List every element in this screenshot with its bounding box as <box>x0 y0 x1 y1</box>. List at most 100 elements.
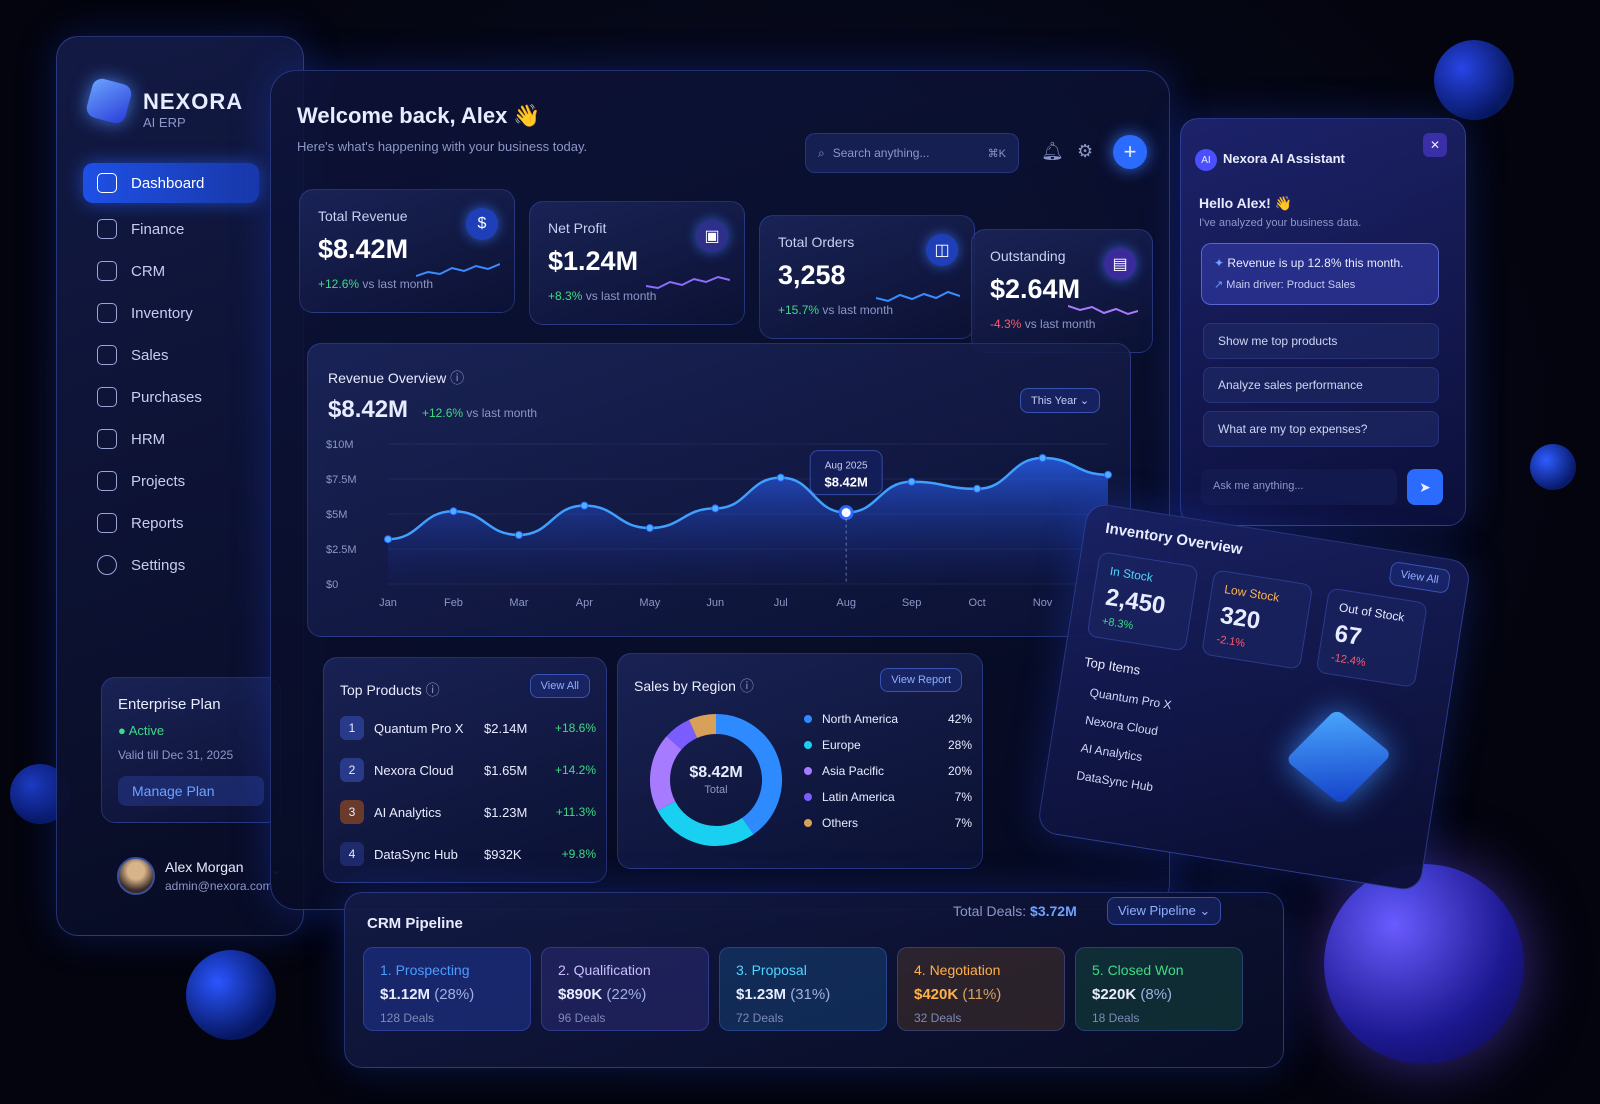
close-icon[interactable]: ✕ <box>1423 133 1447 157</box>
kpi-card-total-revenue[interactable]: Total Revenue $8.42M +12.6% vs last mont… <box>299 189 515 313</box>
period-select[interactable]: This Year ⌄ <box>1020 388 1101 413</box>
data-point[interactable] <box>384 535 392 544</box>
revenue-change: +12.6% vs last month <box>422 406 538 420</box>
plan-valid: Valid till Dec 31, 2025 <box>118 748 234 762</box>
area-fill <box>388 458 1108 584</box>
region-legend-item: Latin America 7% <box>804 790 972 804</box>
donut-slice[interactable] <box>715 714 782 835</box>
donut-slice[interactable] <box>650 736 682 811</box>
plan-status: ● Active <box>118 723 165 738</box>
data-point[interactable] <box>645 524 654 532</box>
x-tick-label: Jan <box>379 597 397 609</box>
data-point[interactable] <box>776 473 785 482</box>
nav-item-projects[interactable]: Projects <box>83 461 259 501</box>
product-row[interactable]: 2 Nexora Cloud $1.65M +14.2% <box>340 752 596 788</box>
inventory-overview-panel: Inventory Overview View All In Stock 2,45… <box>1036 501 1472 893</box>
gear-icon[interactable]: ⚙ <box>1077 141 1094 161</box>
manage-plan-button[interactable]: Manage Plan <box>118 776 264 806</box>
region-title: Sales by Region ⓘ <box>634 678 754 694</box>
search-input[interactable]: ⌕ Search anything... ⌘K <box>805 133 1019 173</box>
data-point[interactable] <box>1038 454 1047 462</box>
kpi-card-outstanding[interactable]: Outstanding $2.64M -4.3% vs last month ▤ <box>971 229 1153 353</box>
brand-name: NEXORA <box>143 89 244 114</box>
insight-card: ✦ Revenue is up 12.8% this month. ↗ Main… <box>1201 243 1439 305</box>
data-point[interactable] <box>711 504 720 513</box>
pipeline-stage-proposal[interactable]: 3. Proposal $1.23M (31%) 72 Deals <box>719 947 887 1031</box>
info-icon: ⓘ <box>450 370 465 386</box>
assistant-input[interactable]: Ask me anything... <box>1201 469 1397 505</box>
x-tick-label: Oct <box>969 597 986 609</box>
pipeline-stage-closed-won[interactable]: 5. Closed Won $220K (8%) 18 Deals <box>1075 947 1243 1031</box>
suggestion-chip[interactable]: Analyze sales performance <box>1203 367 1439 403</box>
nav-item-settings[interactable]: Settings <box>83 545 259 585</box>
view-report-button[interactable]: View Report <box>880 668 962 692</box>
view-all-inventory-button[interactable]: View All <box>1387 560 1452 595</box>
sparkline <box>1068 305 1138 316</box>
kpi-card-total-orders[interactable]: Total Orders 3,258 +15.7% vs last month … <box>759 215 975 339</box>
product-row[interactable]: 1 Quantum Pro X $2.14M +18.6% <box>340 710 596 746</box>
product-row[interactable]: 4 DataSync Hub $932K +9.8% <box>340 836 596 872</box>
region-legend-item: Asia Pacific 20% <box>804 764 972 778</box>
assistant-title: Nexora AI Assistant <box>1223 151 1345 166</box>
user-name: Alex Morgan <box>165 859 244 875</box>
data-point[interactable] <box>838 505 854 521</box>
nav-item-purchases[interactable]: Purchases <box>83 377 259 417</box>
data-point[interactable] <box>907 477 916 486</box>
y-tick-label: $7.5M <box>326 474 357 486</box>
nav-item-hrm[interactable]: HRM <box>83 419 259 459</box>
nav-item-reports[interactable]: Reports <box>83 503 259 543</box>
add-button[interactable]: + <box>1113 135 1147 169</box>
crm-pipeline-panel: CRM Pipeline Total Deals: $3.72M View Pi… <box>344 892 1284 1068</box>
home-icon <box>97 173 117 193</box>
top-products-card: Top Products ⓘ View All 1 Quantum Pro X $2… <box>323 657 607 883</box>
data-point[interactable] <box>580 501 589 510</box>
avatar[interactable] <box>117 857 155 895</box>
x-tick-label: Aug <box>836 597 856 609</box>
shopping-bag-icon: ◫ <box>926 234 958 266</box>
nav-item-crm[interactable]: CRM <box>83 251 259 291</box>
data-point[interactable] <box>1104 470 1112 479</box>
x-tick-label: Sep <box>902 597 922 609</box>
pipeline-stage-qualification[interactable]: 2. Qualification $890K (22%) 96 Deals <box>541 947 709 1031</box>
data-point[interactable] <box>449 507 458 516</box>
decorative-orb <box>1434 40 1514 120</box>
nav-item-sales[interactable]: Sales <box>83 335 259 375</box>
x-tick-label: May <box>639 597 660 609</box>
inventory-item[interactable]: Quantum Pro X <box>1088 685 1173 713</box>
bell-icon[interactable]: 🔔︎ <box>1041 141 1064 161</box>
donut-slice[interactable] <box>666 719 698 750</box>
revenue-value: $8.42M <box>328 396 409 423</box>
suggestion-chip[interactable]: What are my top expenses? <box>1203 411 1439 447</box>
donut-total-label: Total <box>704 784 728 796</box>
donut-slice[interactable] <box>657 800 754 846</box>
view-pipeline-button[interactable]: View Pipeline ⌄ <box>1107 897 1222 925</box>
y-tick-label: $2.5M <box>326 544 357 556</box>
data-point[interactable] <box>973 484 982 493</box>
inventory-icon <box>97 303 117 323</box>
kpi-card-net-profit[interactable]: Net Profit $1.24M +8.3% vs last month ▣ <box>529 201 745 325</box>
nav-item-finance[interactable]: Finance <box>83 209 259 249</box>
donut-slice[interactable] <box>688 714 717 739</box>
inventory-item[interactable]: DataSync Hub <box>1075 768 1155 795</box>
inventory-item[interactable]: AI Analytics <box>1079 740 1144 765</box>
hrm-icon <box>97 429 117 449</box>
suggestion-chip[interactable]: Show me top products <box>1203 323 1439 359</box>
product-row[interactable]: 3 AI Analytics $1.23M +11.3% <box>340 794 596 830</box>
brand-sub: AI ERP <box>143 115 186 130</box>
sales-by-region-card: Sales by Region ⓘ View Report $8.42M Tot… <box>617 653 983 869</box>
nav-item-dashboard[interactable]: Dashboard <box>83 163 259 203</box>
pipeline-stage-prospecting[interactable]: 1. Prospecting $1.12M (28%) 128 Deals <box>363 947 531 1031</box>
pipeline-stage-negotiation[interactable]: 4. Negotiation $420K (11%) 32 Deals <box>897 947 1065 1031</box>
region-legend-item: North America 42% <box>804 712 972 726</box>
data-point[interactable] <box>514 531 523 539</box>
send-button[interactable]: ➤ <box>1407 469 1443 505</box>
nav-item-inventory[interactable]: Inventory <box>83 293 259 333</box>
gear-icon <box>97 555 117 575</box>
view-all-products-button[interactable]: View All <box>529 674 590 698</box>
decorative-orb <box>1324 864 1524 1064</box>
y-tick-label: $5M <box>326 509 347 521</box>
decorative-orb <box>1530 444 1576 490</box>
ai-assistant-panel: AI Nexora AI Assistant ✕ Hello Alex! 👋 I… <box>1180 118 1466 526</box>
region-donut-chart <box>650 714 782 846</box>
inventory-item[interactable]: Nexora Cloud <box>1084 712 1159 739</box>
